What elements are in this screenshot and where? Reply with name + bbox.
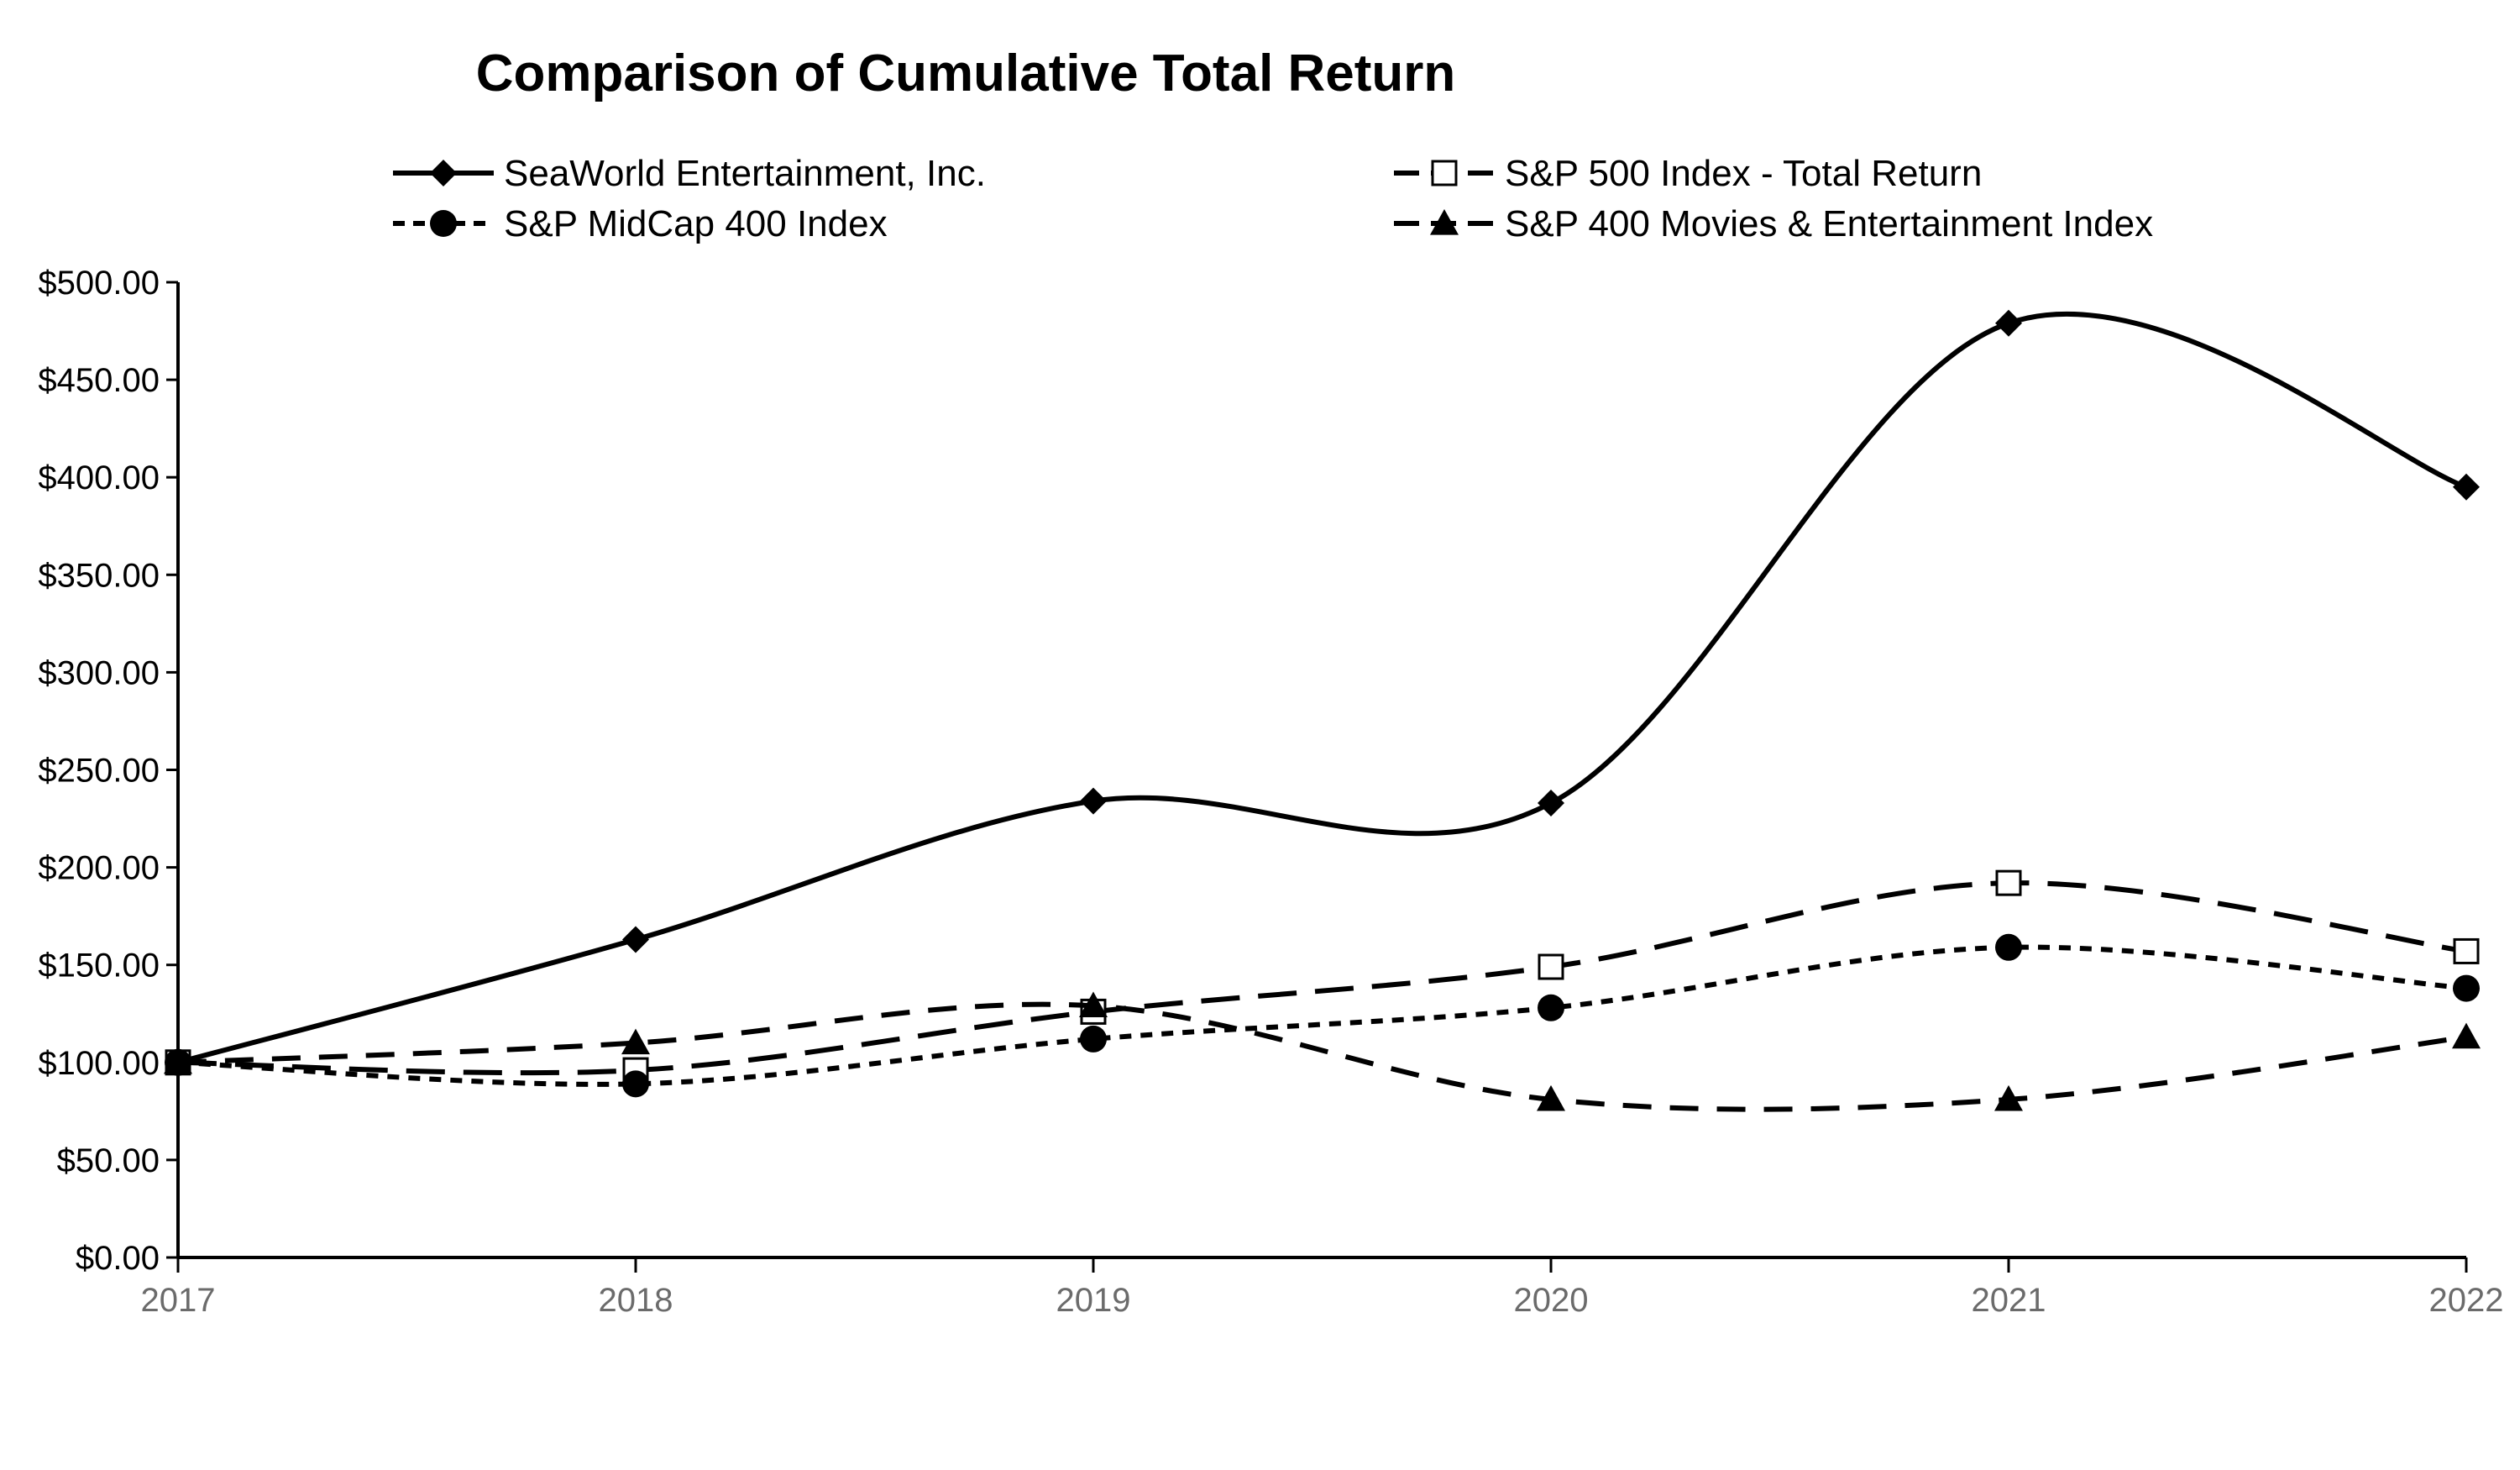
data-point bbox=[1995, 309, 2022, 337]
y-tick-label: $450.00 bbox=[38, 362, 160, 399]
x-tick-label: 2017 bbox=[141, 1282, 216, 1319]
x-tick-label: 2018 bbox=[599, 1282, 673, 1319]
data-point bbox=[1995, 869, 2022, 896]
x-tick-label: 2022 bbox=[2429, 1282, 2504, 1319]
x-tick-label: 2021 bbox=[1972, 1282, 2046, 1319]
data-point bbox=[1080, 787, 1107, 815]
x-tick-label: 2020 bbox=[1514, 1282, 1589, 1319]
y-tick-label: $250.00 bbox=[38, 753, 160, 790]
y-tick-label: $500.00 bbox=[38, 265, 160, 302]
legend-label: S&P MidCap 400 Index bbox=[504, 203, 888, 244]
data-point bbox=[2453, 937, 2480, 964]
y-tick-label: $400.00 bbox=[38, 459, 160, 496]
data-point bbox=[2452, 1022, 2481, 1049]
data-point bbox=[164, 1047, 192, 1074]
data-point bbox=[1080, 1025, 1107, 1053]
series-layer bbox=[164, 309, 2481, 1112]
y-tick-label: $100.00 bbox=[38, 1045, 160, 1082]
legend-marker bbox=[1430, 209, 1459, 235]
data-point bbox=[622, 926, 649, 953]
y-tick-label: $300.00 bbox=[38, 654, 160, 691]
y-tick-label: $0.00 bbox=[76, 1240, 160, 1277]
legend-item-s-p-400-movies-entertainment-index: S&P 400 Movies & Entertainment Index bbox=[1394, 203, 2153, 244]
legend-marker bbox=[430, 160, 457, 186]
axes: $0.00 $50.00 $100.00 $150.00 $200.00 $250.00 $… bbox=[38, 265, 2503, 1319]
legend-item-s-p-500-index-total-return: S&P 500 Index - Total Return bbox=[1394, 153, 1982, 194]
series-line bbox=[177, 311, 2468, 1065]
legend-label: SeaWorld Entertainment, Inc. bbox=[504, 153, 986, 194]
series-s-p-midcap-400-index bbox=[165, 933, 2480, 1098]
chart-title: Comparison of Cumulative Total Return bbox=[476, 45, 1456, 102]
data-point bbox=[1079, 991, 1108, 1018]
data-point bbox=[1538, 994, 1564, 1021]
data-point bbox=[1538, 789, 1564, 816]
data-point bbox=[1537, 1084, 1565, 1111]
x-tick-label: 2019 bbox=[1056, 1282, 1131, 1319]
data-point bbox=[1994, 1084, 2023, 1111]
legend-marker bbox=[430, 210, 457, 237]
series-seaworld-entertainment-inc bbox=[165, 309, 2480, 1076]
series-line bbox=[177, 944, 2467, 1087]
y-tick-label: $200.00 bbox=[38, 850, 160, 887]
data-point bbox=[2453, 473, 2480, 501]
y-tick-label: $350.00 bbox=[38, 557, 160, 594]
legend-label: S&P 500 Index - Total Return bbox=[1505, 153, 1982, 194]
data-point bbox=[621, 1028, 650, 1055]
data-point bbox=[1995, 933, 2022, 961]
legend-label: S&P 400 Movies & Entertainment Index bbox=[1505, 203, 2153, 244]
series-line bbox=[177, 1001, 2467, 1112]
data-point bbox=[622, 1070, 649, 1098]
series-line bbox=[177, 880, 2467, 1076]
y-tick-label: $50.00 bbox=[57, 1142, 160, 1179]
legend-marker bbox=[1431, 160, 1458, 186]
legend: SeaWorld Entertainment, Inc. S&P 500 Inde… bbox=[393, 153, 2153, 244]
legend-item-seaworld-entertainment-inc: SeaWorld Entertainment, Inc. bbox=[393, 153, 986, 194]
legend-item-s-p-midcap-400-index: S&P MidCap 400 Index bbox=[393, 203, 888, 244]
data-point bbox=[2453, 974, 2480, 1002]
series-s-p-400-movies-entertainment-index bbox=[164, 991, 2481, 1112]
y-tick-label: $150.00 bbox=[38, 948, 160, 984]
data-point bbox=[1538, 953, 1564, 980]
